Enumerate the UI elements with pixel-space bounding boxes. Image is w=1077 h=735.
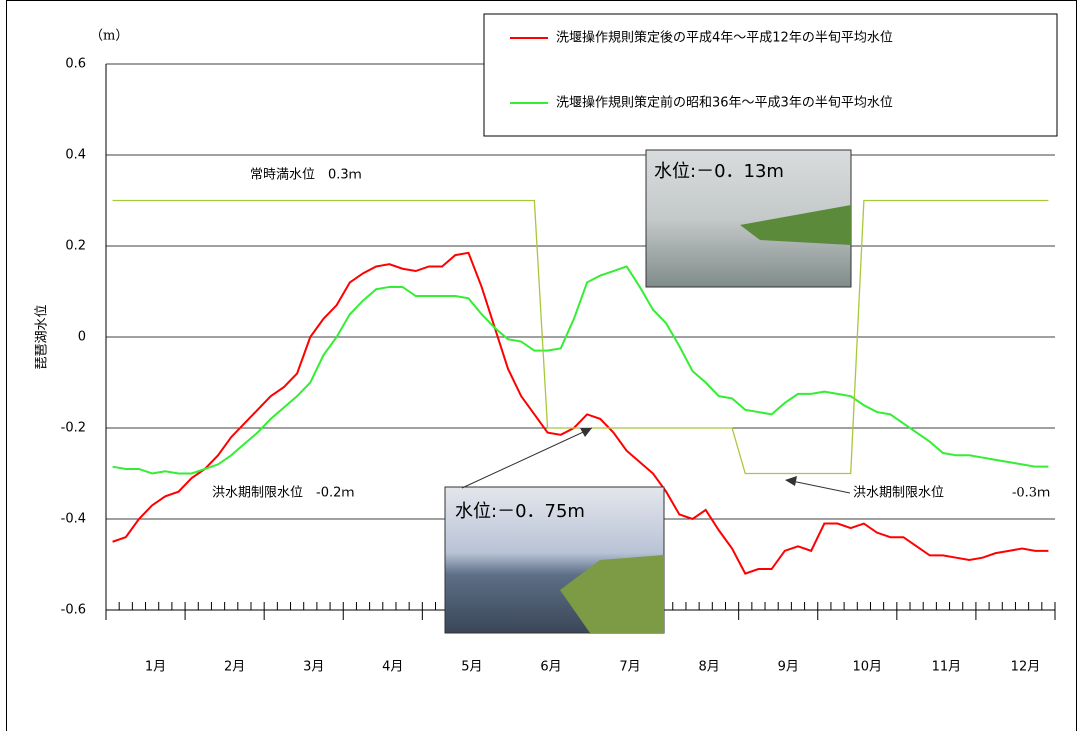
photo-reeds [740,205,851,245]
x-tick-label: 11月 [932,660,962,675]
x-tick-label: 7月 [619,660,640,675]
legend-label: 洗堰操作規則策定前の昭和36年～平成3年の半旬平均水位 [556,95,893,111]
legend [483,13,1058,137]
x-tick-label: 6月 [540,660,561,675]
series-line [112,251,1049,575]
y-tick-label: -0.4 [61,512,86,527]
y-label: 琵琶湖水位 [35,304,50,369]
arrow [461,427,593,489]
y-tick-label: 0.4 [65,148,86,163]
x-tick-label: 5月 [461,660,482,675]
arrow [786,479,851,494]
y-unit: （m） [90,29,128,44]
x-tick-label: 10月 [853,660,883,675]
x-tick-label: 4月 [382,660,403,675]
x-tick-label: 3月 [303,660,324,675]
arrow-head [785,476,797,486]
photo-caption: 水位:－0．13m [654,161,784,182]
annotation: 洪水期制限水位 -0.2ｍ [212,486,354,501]
x-tick-label: 8月 [698,660,719,675]
x-tick-label: 12月 [1011,660,1041,675]
y-tick-label: 0.6 [65,57,86,72]
y-tick-label: 0.2 [65,239,86,254]
y-tick-label: -0.6 [61,603,86,618]
annotation: -0.3ｍ [1012,486,1050,501]
annotation: 常時満水位 0.3ｍ [250,168,362,183]
y-tick-label: -0.2 [61,421,86,436]
y-tick-label: 0 [78,330,86,345]
x-tick-label: 1月 [145,660,166,675]
photo-reeds [560,555,664,633]
annotation: 洪水期制限水位 [853,486,944,501]
series-line [112,265,1049,475]
arrow-head [580,428,592,437]
legend-label: 洗堰操作規則策定後の平成4年～平成12年の半旬平均水位 [556,30,893,46]
photo-caption: 水位:－0．75m [455,501,585,522]
x-tick-label: 2月 [224,660,245,675]
x-tick-label: 9月 [778,660,799,675]
